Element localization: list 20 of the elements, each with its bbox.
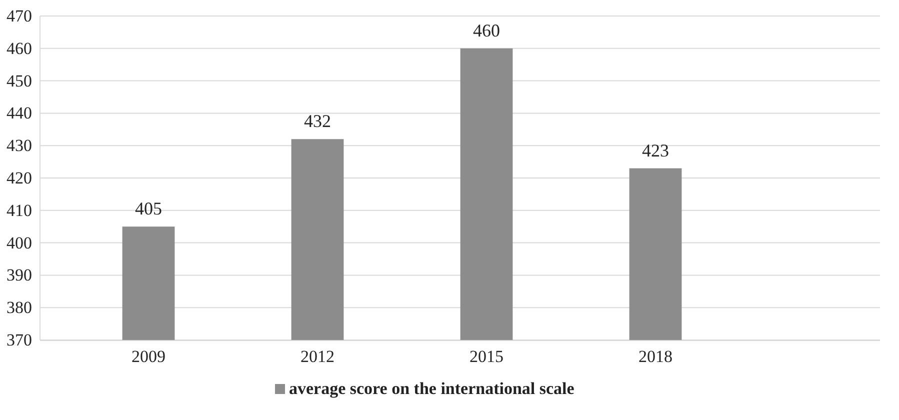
- y-tick-label: 390: [6, 266, 32, 285]
- y-tick-label: 460: [6, 38, 32, 58]
- x-tick-label: 2015: [470, 347, 504, 366]
- y-tick-label: 380: [6, 298, 32, 318]
- y-tick-label: 450: [6, 71, 32, 90]
- y-tick-label: 410: [6, 200, 32, 220]
- data-label: 423: [642, 140, 669, 160]
- y-tick-label: 440: [6, 104, 32, 123]
- y-tick-label: 370: [6, 330, 32, 350]
- y-tick-label: 470: [6, 6, 32, 26]
- data-label: 405: [135, 198, 162, 219]
- x-tick-label: 2018: [638, 347, 672, 366]
- y-tick-label: 420: [6, 168, 32, 188]
- y-tick-label: 430: [6, 136, 32, 156]
- x-tick-label: 2009: [132, 347, 166, 366]
- data-label: 460: [473, 20, 500, 40]
- x-tick-label: 2012: [300, 347, 334, 366]
- legend-label: average score on the international scale: [289, 379, 575, 398]
- data-label: 432: [304, 111, 331, 132]
- y-tick-label: 400: [6, 233, 32, 252]
